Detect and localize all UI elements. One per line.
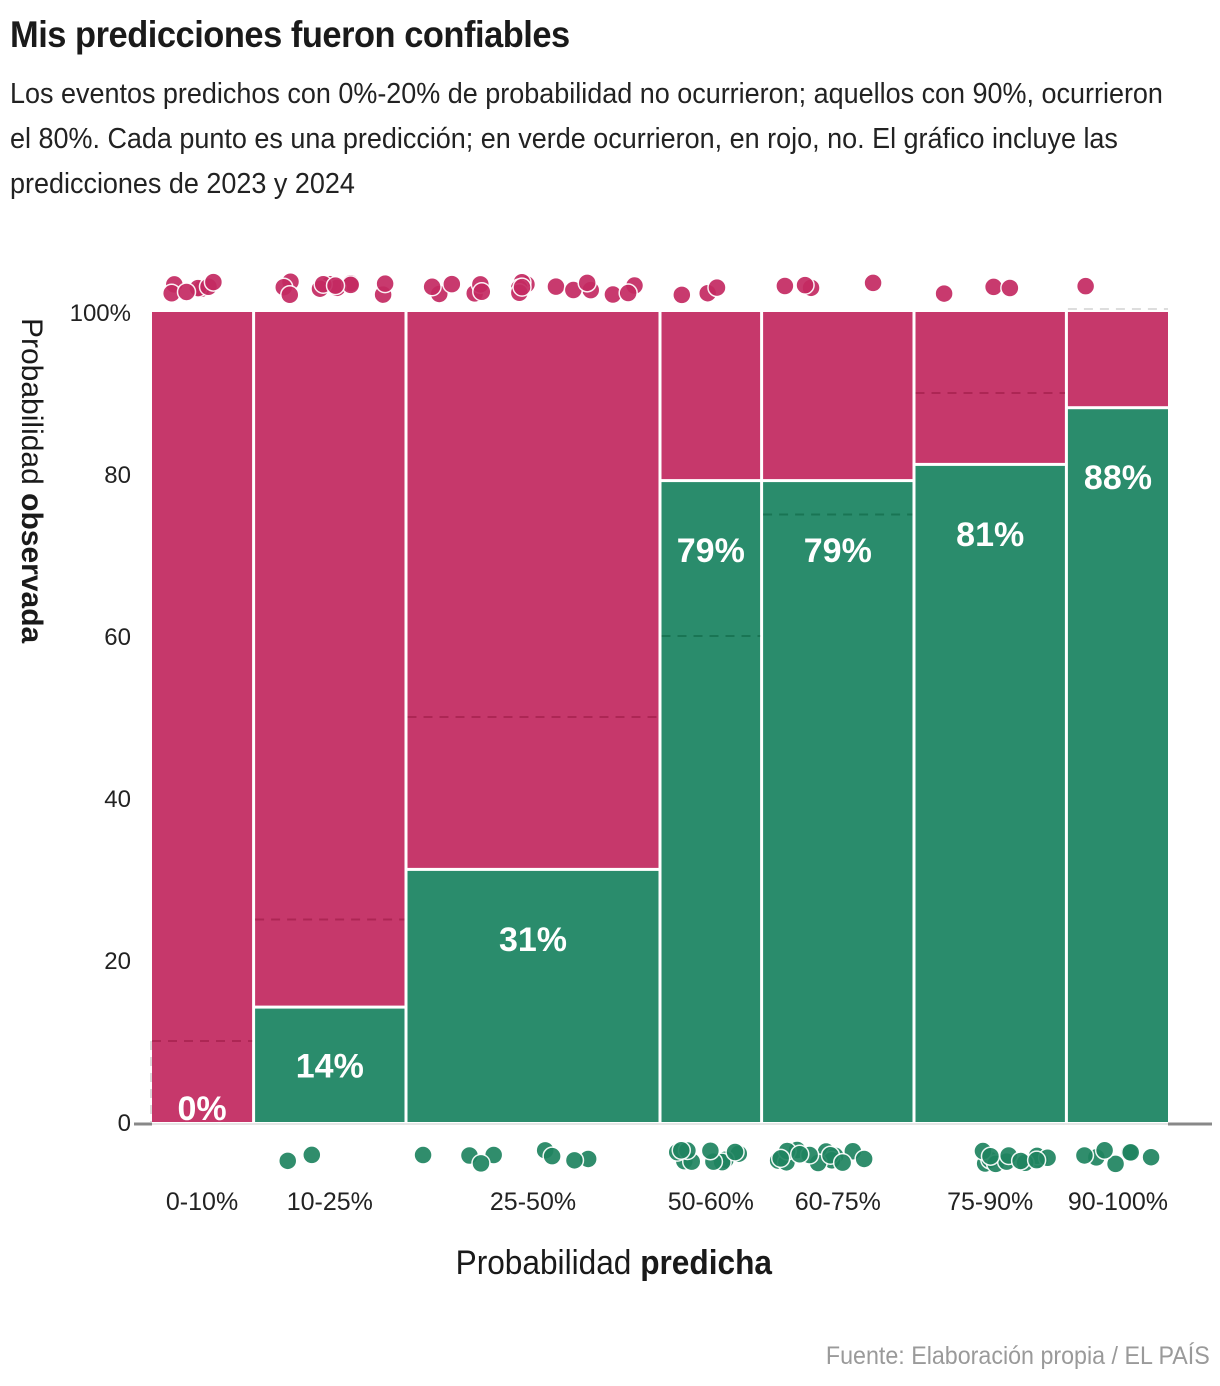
value-label: 88% [1084, 459, 1152, 497]
x-tick-label: 25-50% [490, 1188, 576, 1216]
chart-title: Mis predicciones fueron confiables [10, 14, 570, 55]
y-tick-label: 40 [104, 786, 131, 813]
source-note: Fuente: Elaboración propia / EL PAÍS [826, 1342, 1210, 1370]
x-axis-title-bold: predicha [640, 1244, 772, 1282]
dot-occurred [980, 1146, 1001, 1166]
y-axis-title: Probabilidad observada [14, 318, 48, 718]
dot-occurred [725, 1142, 745, 1162]
dot-occurred [671, 1140, 692, 1161]
bar-occurred [1067, 409, 1168, 1122]
dot-not-occurred [442, 274, 462, 294]
value-label: 79% [677, 532, 745, 570]
y-tick-label: 60 [104, 624, 131, 651]
dot-not-occurred [863, 273, 883, 293]
dot-occurred [1105, 1154, 1126, 1174]
y-tick-label: 80 [104, 462, 131, 489]
x-tick-label: 90-100% [1068, 1188, 1168, 1216]
bar-not-occurred [407, 312, 659, 868]
dot-occurred [789, 1144, 810, 1165]
bar-not-occurred [763, 312, 913, 480]
dot-not-occurred [618, 283, 638, 303]
bar-occurred [255, 1008, 405, 1122]
dot-occurred [854, 1149, 874, 1169]
dot-occurred [700, 1140, 721, 1161]
bar-not-occurred [661, 312, 761, 480]
x-tick-label: 0-10% [166, 1188, 238, 1216]
y-axis-title-normal: Probabilidad [15, 318, 48, 494]
dot-occurred [832, 1152, 853, 1173]
dot-occurred [471, 1153, 491, 1174]
bar-not-occurred [915, 312, 1065, 463]
dot-not-occurred [577, 273, 597, 293]
dot-not-occurred [422, 277, 442, 297]
bar-occurred [763, 482, 913, 1123]
dot-occurred [302, 1145, 322, 1165]
value-label: 81% [956, 516, 1024, 554]
dot-not-occurred [1075, 276, 1096, 296]
dot-occurred [564, 1150, 585, 1171]
dot-not-occurred [325, 275, 346, 296]
dot-occurred [770, 1148, 791, 1169]
value-label: 31% [499, 921, 567, 959]
dot-occurred [1120, 1142, 1141, 1163]
dot-not-occurred [375, 273, 395, 294]
value-label: 79% [804, 532, 872, 570]
dot-occurred [413, 1145, 433, 1165]
chart-subtitle: Los eventos predichos con 0%-20% de prob… [10, 78, 1163, 200]
y-tick-label: 20 [104, 948, 131, 975]
dot-not-occurred [934, 283, 954, 304]
y-tick-label: 0 [118, 1110, 131, 1137]
x-tick-label: 50-60% [668, 1188, 754, 1216]
bar-not-occurred [255, 312, 405, 1006]
y-axis: 0 20 40 60 80 100% [70, 300, 1212, 1137]
x-tick-label: 10-25% [287, 1188, 373, 1216]
bar-not-occurred [152, 312, 253, 1122]
y-tick-label: 100% [70, 300, 131, 327]
dot-occurred [542, 1146, 562, 1166]
prediction-dots [161, 271, 1161, 1174]
bar-occurred [407, 870, 659, 1122]
x-axis: 0-10% 10-25% 25-50% 50-60% 60-75% 75-90% 90-10… [166, 1188, 1168, 1216]
bar-not-occurred [1067, 312, 1168, 407]
x-axis-title-normal: Probabilidad [455, 1244, 641, 1282]
dot-not-occurred [1000, 278, 1020, 298]
dot-not-occurred [707, 277, 727, 298]
value-label: 0% [177, 1090, 226, 1128]
dot-not-occurred [983, 277, 1004, 297]
dot-not-occurred [775, 276, 795, 296]
dot-occurred [1074, 1145, 1095, 1166]
dot-not-occurred [472, 281, 492, 302]
x-tick-label: 60-75% [795, 1188, 881, 1216]
dot-not-occurred [203, 272, 224, 292]
dot-not-occurred [280, 285, 300, 305]
bar-occurred [915, 465, 1065, 1122]
dot-occurred [277, 1151, 298, 1171]
dot-occurred [1026, 1150, 1047, 1170]
dot-not-occurred [672, 285, 692, 305]
value-label: 14% [296, 1047, 364, 1085]
y-axis-title-bold: observada [15, 493, 48, 644]
bar-occurred [661, 482, 761, 1123]
dot-not-occurred [512, 277, 532, 297]
bars: 0% 14% 31% 79% 79% 81% 88% [150, 308, 1168, 1128]
dot-occurred [1141, 1147, 1161, 1167]
x-tick-label: 75-90% [947, 1188, 1033, 1216]
dot-not-occurred [546, 276, 566, 297]
dot-occurred [1094, 1140, 1115, 1161]
dot-not-occurred [795, 275, 815, 295]
x-axis-title: Probabilidad predicha [0, 1244, 1220, 1283]
dot-not-occurred [176, 282, 197, 302]
